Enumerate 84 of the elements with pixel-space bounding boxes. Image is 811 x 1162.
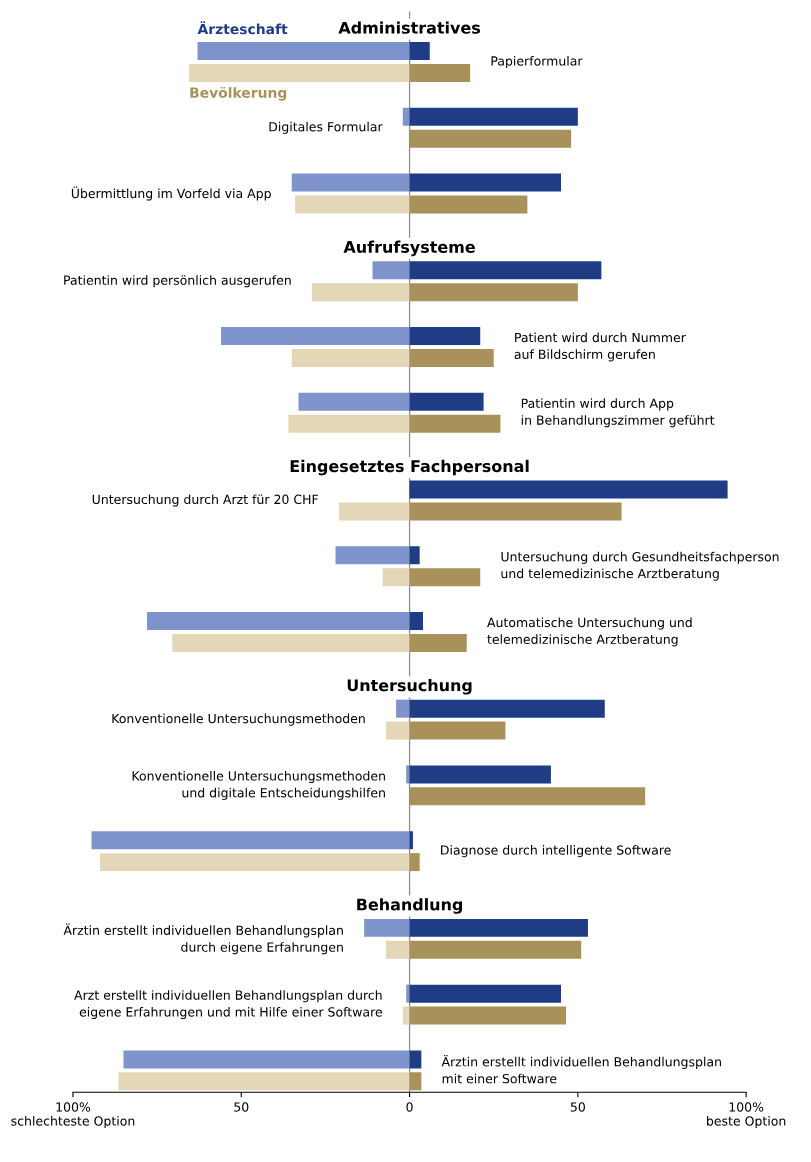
bar [402, 1006, 410, 1025]
bar [409, 568, 481, 587]
bar [288, 414, 410, 433]
bar [409, 918, 588, 937]
x-tick-label: 50 [234, 1102, 249, 1112]
bar [382, 568, 410, 587]
bar [298, 392, 410, 411]
bar [409, 414, 501, 433]
bar [409, 502, 622, 521]
bar [409, 348, 494, 367]
bar [409, 831, 413, 850]
annotation: Untersuchung [347, 678, 472, 695]
y-tick-label: Patientin wird durch App in Behandlungszimmer geführt [521, 398, 715, 428]
bar [409, 129, 572, 148]
y-tick-label: Konventionelle Untersuchungsmethoden [112, 713, 365, 726]
bar [409, 283, 578, 302]
bar [409, 1050, 422, 1069]
bar [295, 195, 410, 214]
bar [409, 787, 646, 806]
bar [409, 1006, 567, 1025]
bar [406, 765, 410, 784]
bar [409, 64, 471, 82]
y-tick-label: Untersuchung durch Arzt für 20 CHF [92, 494, 318, 507]
bar [386, 940, 410, 959]
y-tick-label: Patientin wird persönlich ausgerufen [64, 275, 291, 288]
annotation: Aufrufsysteme [343, 240, 475, 257]
bar [409, 940, 582, 959]
y-tick-label: Arzt erstellt individuellen Behandlungsplan durch eigene Erfahrungen und mit Hilfe einer Software [74, 990, 382, 1020]
bar [118, 1072, 410, 1091]
bar [409, 633, 467, 652]
y-tick-label: Ärztin erstellt individuellen Behandlungsplan durch eigene Erfahrungen [63, 923, 343, 955]
bar [123, 1050, 410, 1069]
bar [409, 480, 728, 499]
y-tick-label: Untersuchung durch Gesundheitsfachperson und telemedizinische Arztberatung [501, 551, 779, 581]
bar [409, 984, 562, 1003]
bar [409, 721, 506, 740]
annotation: Behandlung [357, 898, 463, 914]
y-tick-label: Ärztin erstellt individuellen Behandlungsplan mit einer Software [441, 1054, 721, 1084]
bar [172, 633, 410, 652]
bar [221, 327, 410, 346]
annotation: Administratives [338, 21, 481, 34]
bar [396, 699, 410, 718]
bar [409, 853, 420, 872]
bar [409, 173, 562, 192]
y-tick-label: Konventionelle Untersuchungsmethoden und digitale Entscheidungshilfen [132, 770, 385, 800]
bar [147, 612, 410, 630]
bar [386, 721, 410, 740]
text: Bevölkerung [190, 86, 287, 101]
bar [409, 261, 602, 280]
bar [409, 195, 528, 214]
bar [409, 546, 420, 565]
y-tick-label: Papierformular [491, 55, 583, 69]
bar [338, 502, 410, 521]
bar [99, 853, 410, 872]
bar [409, 699, 605, 718]
bar [402, 107, 410, 126]
text: Ärzteschaft [197, 21, 288, 35]
bar [197, 42, 410, 61]
x-tick-label: 0 [406, 1102, 413, 1112]
x-tick-label: 50 [570, 1102, 585, 1112]
x-tick-label: 100% beste Option [707, 1102, 786, 1129]
y-tick-label: Patient wird durch Nummer auf Bildschirm gerufen [514, 332, 686, 362]
bar [291, 348, 410, 367]
y-tick-label: Übermittlung im Vorfeld via App [71, 186, 271, 201]
bar [311, 283, 410, 302]
y-tick-label: Automatische Untersuchung und telemedizinische Arztberatung [487, 617, 692, 647]
bar [189, 64, 410, 82]
bar [409, 107, 578, 126]
bar [409, 392, 484, 411]
bar [372, 261, 410, 280]
bar [409, 612, 424, 630]
x-tick-label: 100% schlechteste Option [11, 1102, 135, 1129]
bar [91, 831, 410, 850]
bar [335, 546, 410, 565]
bar [291, 173, 410, 192]
bar [409, 1072, 422, 1091]
bar [409, 765, 551, 784]
annotation: Eingesetztes Fachpersonal [290, 459, 529, 476]
y-tick-label: Digitales Formular [269, 121, 383, 134]
y-tick-label: Diagnose durch intelligente Software [441, 845, 671, 858]
bar [364, 918, 410, 937]
bar [409, 42, 430, 61]
bar [409, 327, 481, 346]
bar [406, 984, 410, 1003]
